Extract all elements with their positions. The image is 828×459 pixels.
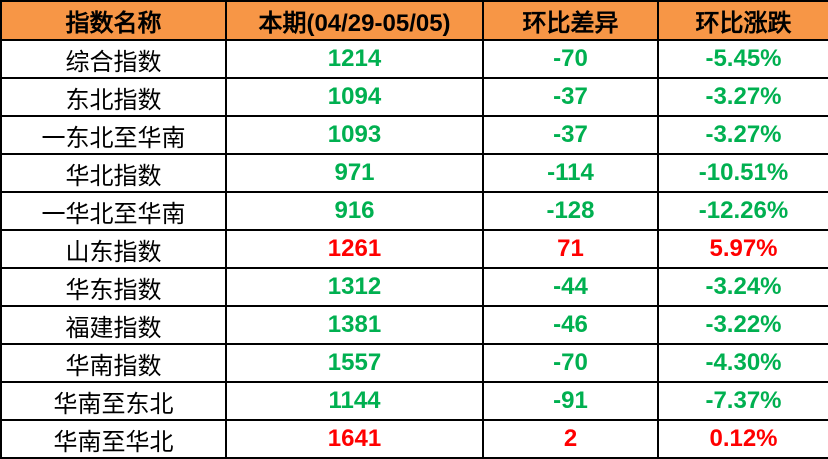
value-cell: 916 xyxy=(225,191,484,231)
table-row: 一华北至华南 916 -128 -12.26% xyxy=(0,191,828,231)
header-pct-change: 环比涨跌 xyxy=(657,0,828,41)
pct-cell: -12.26% xyxy=(657,191,828,231)
table-row: 山东指数 1261 71 5.97% xyxy=(0,229,828,269)
diff-cell: -70 xyxy=(482,39,659,79)
pct-cell: -3.22% xyxy=(657,305,828,345)
pct-cell: -4.30% xyxy=(657,343,828,383)
index-name-cell: 东北指数 xyxy=(0,77,227,117)
table-row: 华东指数 1312 -44 -3.24% xyxy=(0,267,828,307)
header-diff: 环比差异 xyxy=(482,0,659,41)
table-row: 华南指数 1557 -70 -4.30% xyxy=(0,343,828,383)
index-name-cell: 华南指数 xyxy=(0,343,227,383)
index-name-cell: 一东北至华南 xyxy=(0,115,227,155)
diff-cell: -70 xyxy=(482,343,659,383)
table-row: 一东北至华南 1093 -37 -3.27% xyxy=(0,115,828,155)
diff-cell: -37 xyxy=(482,115,659,155)
header-index-name: 指数名称 xyxy=(0,0,227,41)
value-cell: 1093 xyxy=(225,115,484,155)
diff-cell: -37 xyxy=(482,77,659,117)
diff-cell: -114 xyxy=(482,153,659,193)
diff-cell: 2 xyxy=(482,419,659,459)
table-row: 综合指数 1214 -70 -5.45% xyxy=(0,39,828,79)
value-cell: 1094 xyxy=(225,77,484,117)
index-name-cell: 福建指数 xyxy=(0,305,227,345)
diff-cell: -91 xyxy=(482,381,659,421)
pct-cell: -10.51% xyxy=(657,153,828,193)
header-current-period: 本期(04/29-05/05) xyxy=(225,0,484,41)
value-cell: 1312 xyxy=(225,267,484,307)
index-name-cell: 华南至东北 xyxy=(0,381,227,421)
value-cell: 1381 xyxy=(225,305,484,345)
pct-cell: -7.37% xyxy=(657,381,828,421)
index-name-cell: 综合指数 xyxy=(0,39,227,79)
index-name-cell: 山东指数 xyxy=(0,229,227,269)
index-name-cell: 华南至华北 xyxy=(0,419,227,459)
pct-cell: -3.27% xyxy=(657,77,828,117)
pct-cell: -3.24% xyxy=(657,267,828,307)
diff-cell: -128 xyxy=(482,191,659,231)
index-name-cell: 一华北至华南 xyxy=(0,191,227,231)
pct-cell: 0.12% xyxy=(657,419,828,459)
diff-cell: -44 xyxy=(482,267,659,307)
table-row: 华南至东北 1144 -91 -7.37% xyxy=(0,381,828,421)
index-name-cell: 华东指数 xyxy=(0,267,227,307)
table-row: 东北指数 1094 -37 -3.27% xyxy=(0,77,828,117)
table-row: 华南至华北 1641 2 0.12% xyxy=(0,419,828,459)
index-name-cell: 华北指数 xyxy=(0,153,227,193)
table-row: 福建指数 1381 -46 -3.22% xyxy=(0,305,828,345)
diff-cell: 71 xyxy=(482,229,659,269)
value-cell: 1214 xyxy=(225,39,484,79)
pct-cell: -5.45% xyxy=(657,39,828,79)
header-row: 指数名称 本期(04/29-05/05) 环比差异 环比涨跌 xyxy=(0,0,828,41)
value-cell: 1261 xyxy=(225,229,484,269)
value-cell: 1557 xyxy=(225,343,484,383)
value-cell: 1641 xyxy=(225,419,484,459)
pct-cell: 5.97% xyxy=(657,229,828,269)
pct-cell: -3.27% xyxy=(657,115,828,155)
value-cell: 1144 xyxy=(225,381,484,421)
table-row: 华北指数 971 -114 -10.51% xyxy=(0,153,828,193)
value-cell: 971 xyxy=(225,153,484,193)
diff-cell: -46 xyxy=(482,305,659,345)
